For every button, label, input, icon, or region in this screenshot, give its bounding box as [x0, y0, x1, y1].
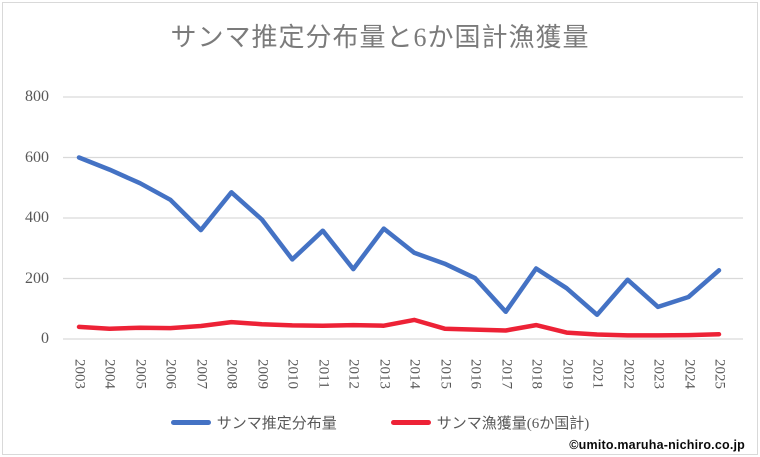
x-tick-2024: 2024	[681, 359, 698, 389]
legend-label-distribution: サンマ推定分布量	[216, 416, 337, 432]
chart-title: サンマ推定分布量と6か国計漁獲量	[170, 23, 590, 52]
legend-label-catch: サンマ漁獲量(6か国計)	[436, 416, 590, 432]
x-tick-2023: 2023	[650, 359, 667, 389]
x-tick-2011: 2011	[315, 359, 332, 389]
x-tick-2017: 2017	[498, 359, 515, 389]
x-tick-2010: 2010	[284, 359, 301, 389]
plot-area	[63, 96, 743, 340]
y-tick-800: 800	[25, 88, 49, 105]
legend-line-swatch-blue	[170, 420, 211, 425]
x-tick-2013: 2013	[376, 359, 393, 389]
legend-line-swatch-red	[390, 420, 431, 425]
legend-item-catch: サンマ漁獲量(6か国計)	[390, 412, 590, 433]
legend: サンマ推定分布量 サンマ漁獲量(6か国計)	[3, 412, 757, 433]
x-tick-2021: 2021	[589, 359, 606, 389]
x-tick-2015: 2015	[437, 359, 454, 389]
x-tick-2025: 2025	[711, 359, 728, 389]
x-tick-2007: 2007	[193, 359, 210, 389]
x-tick-2012: 2012	[345, 359, 362, 389]
series-line-0	[76, 155, 722, 318]
y-tick-600: 600	[25, 148, 49, 166]
x-tick-2004: 2004	[101, 359, 118, 389]
y-tick-0: 0	[41, 330, 49, 347]
x-tick-2005: 2005	[132, 359, 149, 389]
series-line-1	[76, 317, 722, 338]
x-tick-2018: 2018	[528, 359, 545, 389]
y-tick-400: 400	[25, 209, 49, 226]
x-tick-2003: 2003	[71, 359, 88, 389]
x-tick-2014: 2014	[406, 359, 423, 389]
y-tick-200: 200	[25, 269, 49, 287]
x-tick-2016: 2016	[467, 359, 484, 389]
x-tick-2008: 2008	[223, 359, 240, 389]
x-tick-2022: 2022	[620, 359, 637, 389]
x-tick-2006: 2006	[162, 359, 179, 389]
x-tick-2009: 2009	[254, 359, 271, 389]
legend-item-distribution: サンマ推定分布量	[170, 412, 337, 433]
watermark-text: ©umito.maruha-nichiro.co.jp	[569, 438, 745, 452]
x-tick-2019: 2019	[559, 359, 576, 389]
